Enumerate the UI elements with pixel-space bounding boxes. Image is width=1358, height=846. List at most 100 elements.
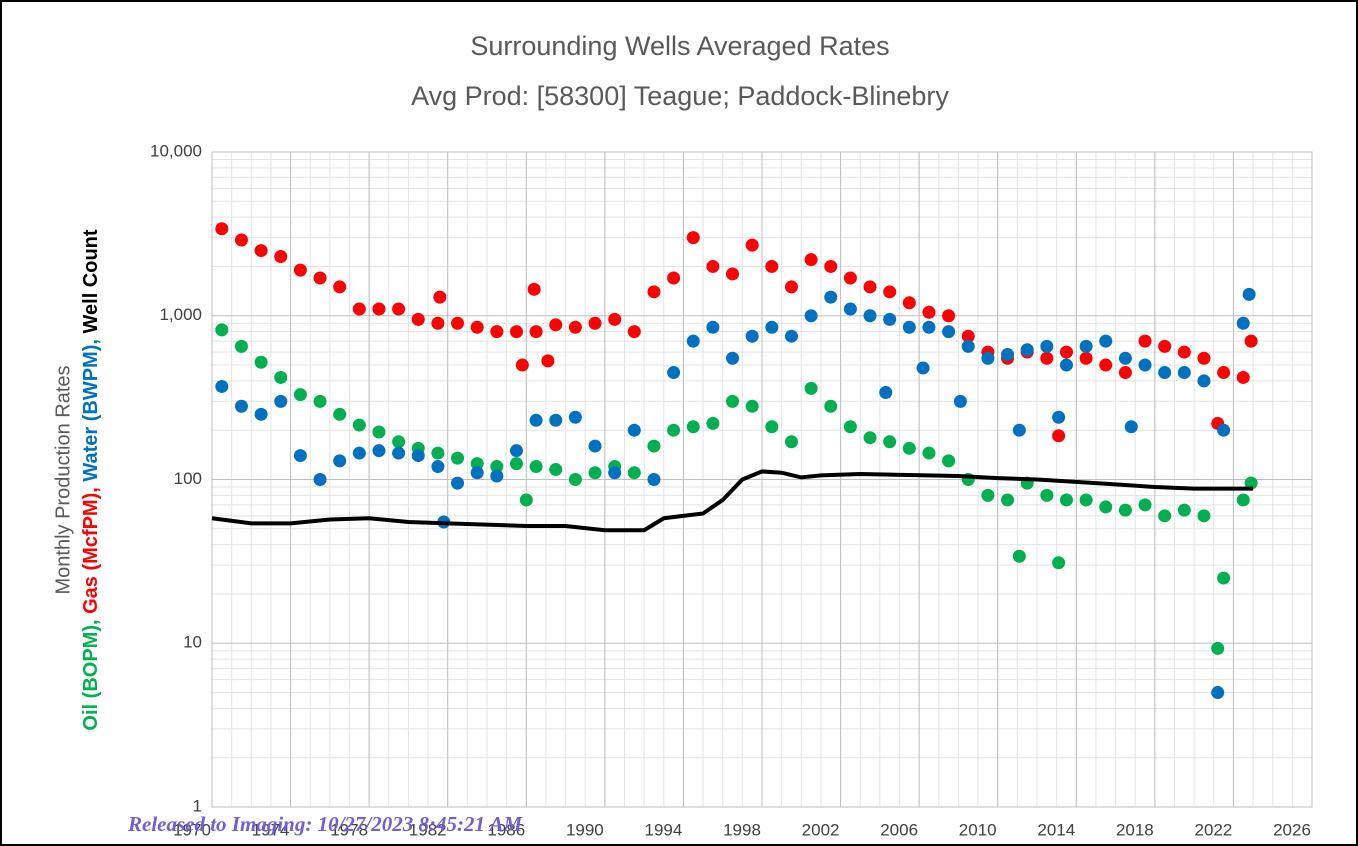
point: [726, 394, 740, 408]
point: [274, 370, 288, 384]
point: [981, 488, 995, 502]
point: [293, 388, 307, 402]
point: [254, 355, 268, 369]
x-tick-label: 2014: [1037, 820, 1075, 839]
point: [824, 399, 838, 413]
point: [411, 312, 425, 326]
point: [352, 302, 366, 316]
point: [1158, 339, 1172, 353]
point: [883, 435, 897, 449]
point: [1138, 358, 1152, 372]
point: [392, 302, 406, 316]
point: [1197, 509, 1211, 523]
point: [1217, 423, 1231, 437]
y-axis-label-part: Oil (BOPM),: [80, 614, 102, 731]
point: [509, 325, 523, 339]
point: [667, 366, 681, 380]
point: [916, 361, 930, 375]
y-tick-label: 1: [193, 796, 202, 815]
chart-title: Surrounding Wells Averaged Rates: [470, 31, 889, 61]
x-tick-label: 1998: [723, 820, 761, 839]
point: [1217, 366, 1231, 380]
point: [451, 316, 465, 330]
point: [588, 466, 602, 480]
point: [961, 329, 975, 343]
point: [433, 290, 447, 304]
y-axis-label: Monthly Production Rates: [52, 365, 74, 594]
point: [953, 394, 967, 408]
point: [883, 285, 897, 299]
point: [1236, 370, 1250, 384]
point: [1040, 488, 1054, 502]
point: [254, 244, 268, 258]
x-tick-label: 1990: [566, 820, 604, 839]
point: [765, 320, 779, 334]
point: [765, 259, 779, 273]
point: [411, 449, 425, 463]
point: [313, 271, 327, 285]
point: [549, 463, 563, 477]
point: [667, 423, 681, 437]
point: [470, 466, 484, 480]
point: [1197, 351, 1211, 365]
point: [879, 385, 893, 399]
point: [608, 466, 622, 480]
x-tick-label: 2018: [1116, 820, 1154, 839]
point: [509, 444, 523, 458]
point: [784, 280, 798, 294]
point: [804, 381, 818, 395]
point: [1052, 429, 1066, 443]
point: [863, 280, 877, 294]
x-tick-label: 1974: [252, 820, 290, 839]
point: [515, 358, 529, 372]
y-tick-label: 10,000: [150, 141, 202, 160]
release-stamp: Released to Imaging: 10/27/2023 8:45:21 …: [127, 812, 523, 836]
point: [824, 259, 838, 273]
point: [922, 305, 936, 319]
point: [1059, 358, 1073, 372]
x-tick-label: 1982: [409, 820, 447, 839]
point: [883, 312, 897, 326]
point: [293, 449, 307, 463]
point: [333, 407, 347, 421]
point: [1099, 334, 1113, 348]
point: [1040, 351, 1054, 365]
point: [372, 302, 386, 316]
point: [745, 329, 759, 343]
point: [1197, 374, 1211, 388]
point: [1177, 366, 1191, 380]
point: [765, 420, 779, 434]
point: [1012, 423, 1026, 437]
point: [1244, 476, 1258, 490]
point: [1242, 287, 1256, 301]
point: [784, 435, 798, 449]
point: [519, 493, 533, 507]
point: [215, 323, 229, 337]
point: [608, 312, 622, 326]
point: [234, 233, 248, 247]
point: [922, 320, 936, 334]
point: [490, 325, 504, 339]
y-axis-label-part: Gas (McfPM),: [80, 482, 102, 614]
point: [1118, 366, 1132, 380]
point: [451, 476, 465, 490]
point: [274, 250, 288, 264]
point: [706, 320, 720, 334]
point: [863, 431, 877, 445]
point: [706, 259, 720, 273]
point: [922, 446, 936, 460]
point: [647, 285, 661, 299]
point: [568, 473, 582, 486]
x-tick-label: 1994: [645, 820, 683, 839]
point: [568, 410, 582, 424]
labels: 1 10 100 1,000 10,000 1970 1974 1978 1982 1986 199…: [150, 141, 1311, 839]
point: [215, 379, 229, 393]
point: [527, 282, 541, 296]
y-tick-label: 100: [174, 469, 202, 488]
x-tick-label: 1970: [173, 820, 211, 839]
point: [843, 271, 857, 285]
point: [1177, 503, 1191, 517]
point: [549, 413, 563, 427]
